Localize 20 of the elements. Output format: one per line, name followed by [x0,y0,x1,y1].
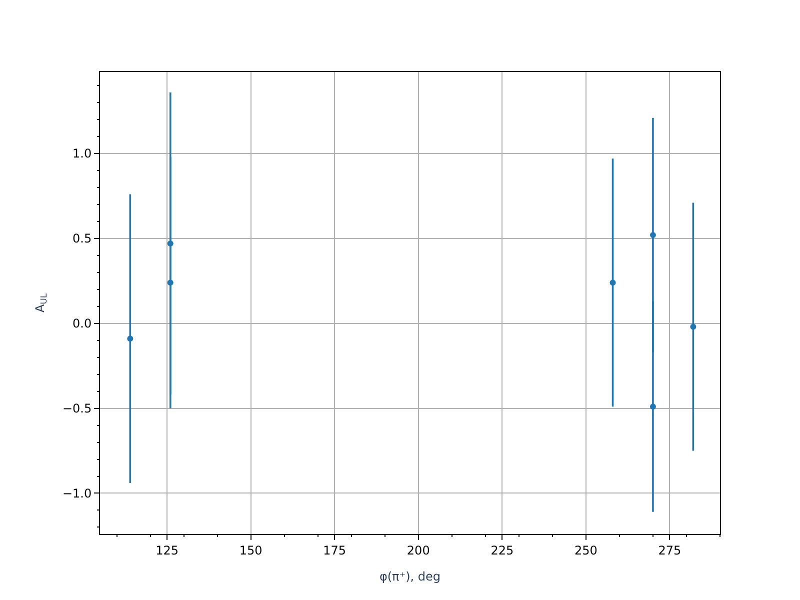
x-tick-label: 225 [490,543,514,558]
y-tick-label: 0.0 [72,316,92,331]
point [167,280,174,286]
x-tick-label: 125 [156,543,178,558]
y-tick-label: −0.5 [62,402,92,416]
x-tick-label: 175 [323,543,346,558]
point [690,324,696,330]
point [127,336,134,342]
point [610,280,616,286]
x-tick-label: 200 [406,543,430,558]
y-tick-label: 0.5 [72,232,92,246]
y-tick-label: 1.0 [72,146,92,161]
point [650,404,656,410]
y-tick-label: −1.0 [62,486,92,500]
x-tick-label: 150 [239,543,262,558]
point [650,232,656,238]
x-tick-label: 250 [574,543,598,558]
point [167,240,174,247]
x-axis-title: φ(π⁺), deg [379,569,441,584]
x-tick-label: 275 [658,543,682,558]
